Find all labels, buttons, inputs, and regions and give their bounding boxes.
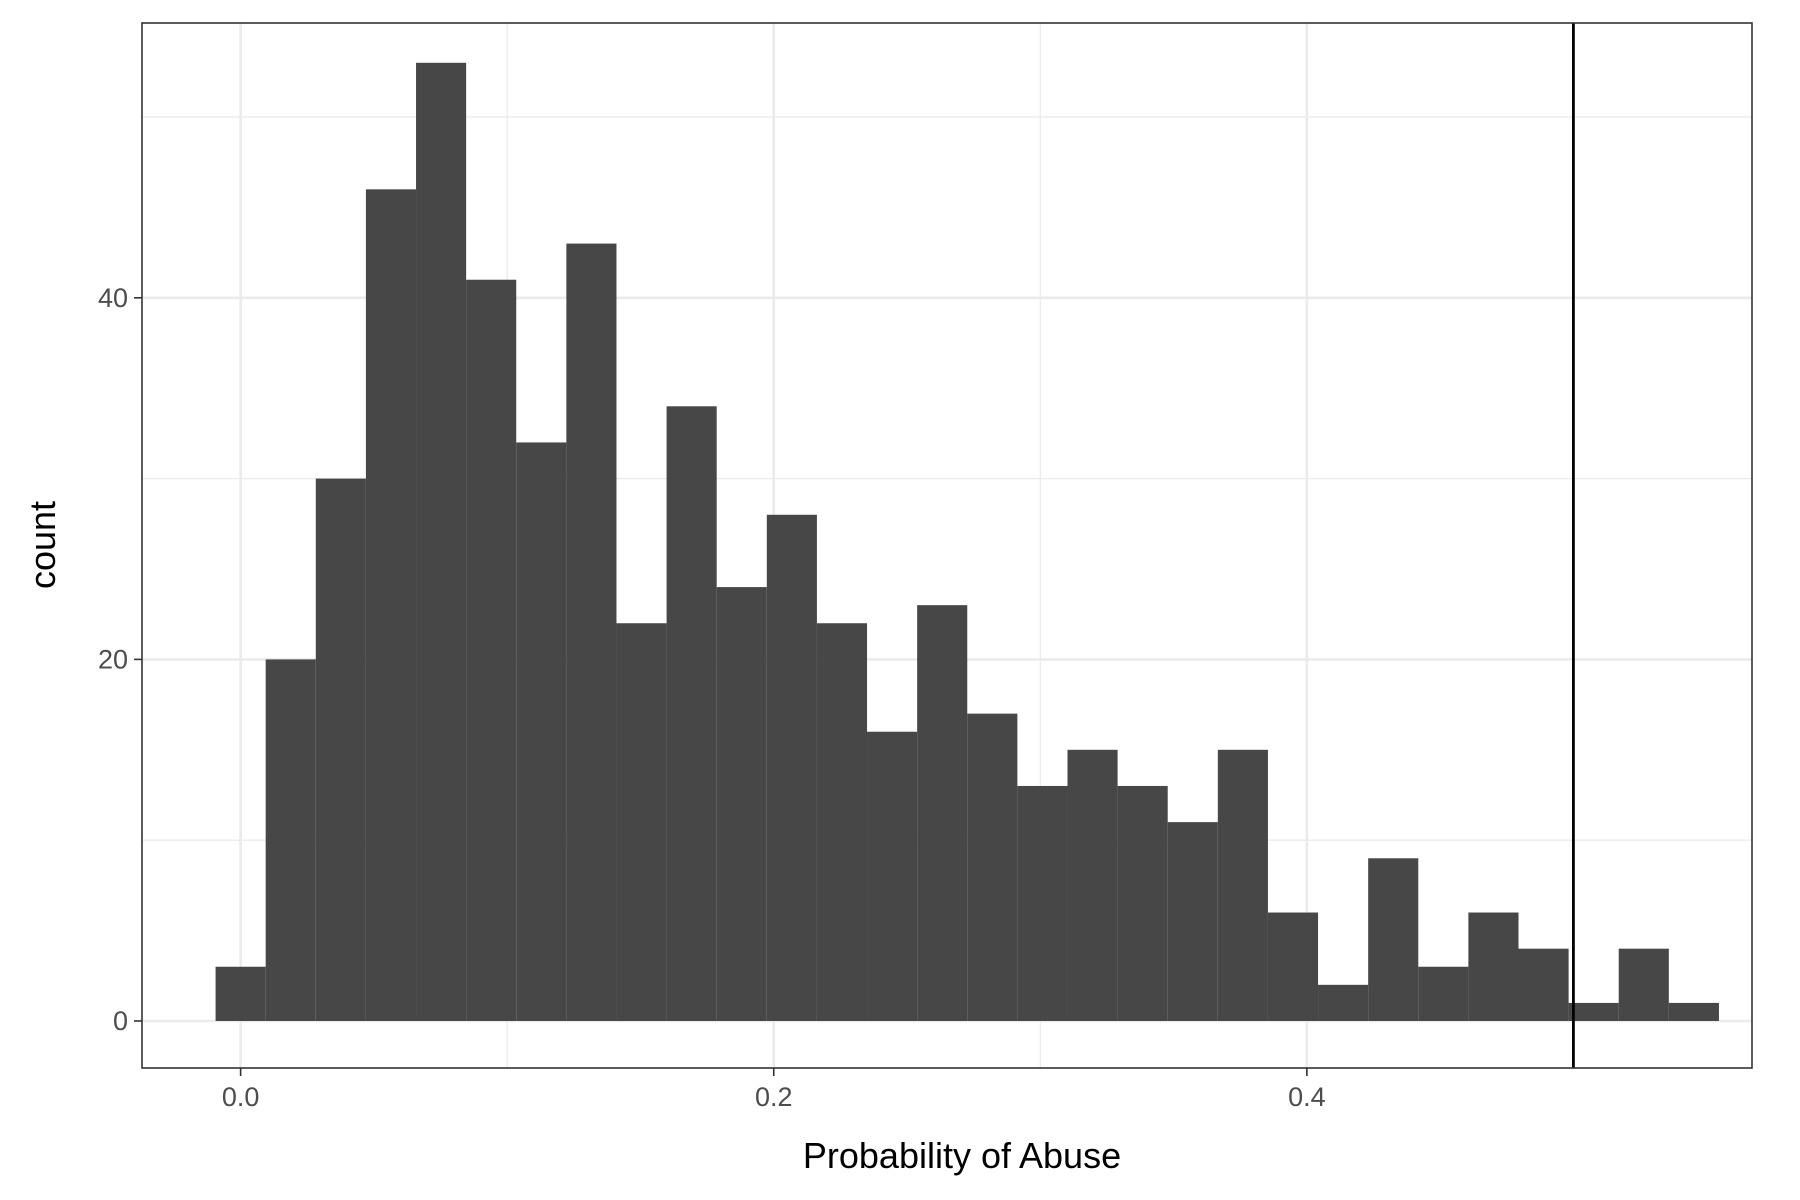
histogram-bar <box>1167 822 1218 1021</box>
histogram-bar <box>666 406 717 1021</box>
histogram-bar <box>1368 858 1419 1021</box>
histogram-bar <box>1267 912 1319 1021</box>
histogram-bar <box>1117 785 1168 1021</box>
y-axis-title: count <box>22 501 63 589</box>
histogram-bar <box>1568 1002 1619 1021</box>
y-tick-label: 40 <box>98 283 128 313</box>
histogram-bar <box>616 623 667 1021</box>
histogram-bar <box>967 713 1018 1021</box>
histogram-bar <box>1668 1002 1719 1021</box>
y-axis: 0 20 40 <box>98 283 142 1036</box>
histogram-bar <box>716 587 767 1021</box>
x-tick-label: 0.4 <box>1288 1082 1326 1112</box>
histogram-bar <box>1017 785 1068 1021</box>
histogram-bar <box>1067 749 1118 1021</box>
histogram-bar <box>1618 948 1669 1021</box>
histogram-bar <box>416 62 467 1021</box>
histogram-bar <box>1318 984 1369 1021</box>
plot-panel-border <box>141 22 1753 1069</box>
x-tick-label: 0.2 <box>755 1082 793 1112</box>
histogram-bar <box>365 189 417 1021</box>
y-tick-label: 20 <box>98 644 128 674</box>
x-axis: 0.0 0.2 0.4 <box>222 1068 1326 1112</box>
histogram-bar <box>1518 948 1569 1021</box>
y-tick-label: 0 <box>113 1006 128 1036</box>
histogram-bar <box>265 659 316 1021</box>
histogram-bar <box>215 966 266 1021</box>
histogram-bar <box>1217 749 1268 1021</box>
x-axis-title: Probability of Abuse <box>803 1135 1121 1176</box>
histogram-bar <box>867 731 918 1021</box>
histogram-bar <box>1418 966 1469 1021</box>
histogram-bar <box>566 243 617 1021</box>
histogram-bar <box>516 442 567 1021</box>
x-tick-label: 0.0 <box>222 1082 260 1112</box>
histogram-bar <box>816 623 868 1021</box>
histogram-bar <box>315 478 366 1021</box>
histogram-bar <box>466 279 517 1021</box>
histogram-bars <box>215 62 1719 1021</box>
histogram-bar <box>1468 912 1519 1021</box>
histogram-bar <box>766 514 817 1021</box>
histogram-bar <box>917 605 968 1021</box>
